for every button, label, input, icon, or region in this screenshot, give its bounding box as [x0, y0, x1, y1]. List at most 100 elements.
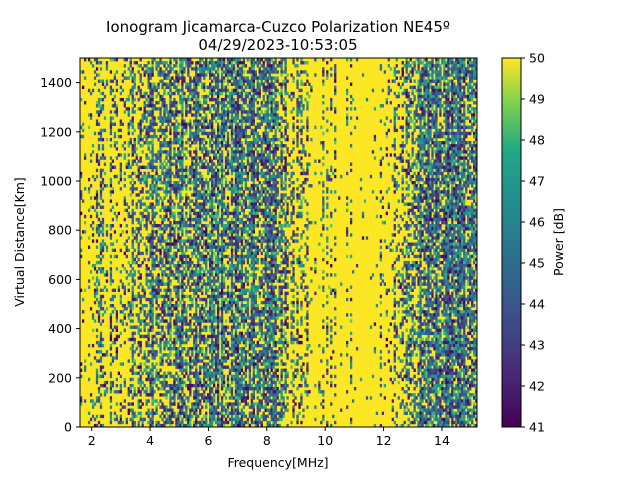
heatmap-cell — [117, 371, 121, 376]
heatmap-cell — [175, 377, 178, 382]
heatmap-cell — [197, 205, 200, 209]
heatmap-cell — [131, 396, 134, 400]
heatmap-cell — [211, 362, 214, 366]
heatmap-cell — [161, 131, 164, 136]
heatmap-cell — [141, 116, 144, 120]
heatmap-cell — [125, 202, 128, 206]
heatmap-cell — [143, 107, 146, 111]
heatmap-cell — [149, 67, 152, 71]
heatmap-cell — [242, 88, 246, 93]
heatmap-cell — [137, 270, 140, 274]
heatmap-cell — [220, 125, 224, 130]
heatmap-cell — [187, 104, 190, 108]
heatmap-cell — [211, 396, 214, 400]
heatmap-cell — [151, 285, 154, 289]
heatmap-cell — [224, 94, 228, 99]
heatmap-cell — [137, 423, 140, 428]
heatmap-cell — [228, 125, 232, 130]
heatmap-cell — [214, 82, 218, 86]
heatmap-cell — [147, 165, 150, 170]
heatmap-cell — [121, 310, 124, 314]
heatmap-cell — [141, 334, 144, 339]
heatmap-cell — [216, 399, 220, 403]
heatmap-cell — [97, 79, 101, 83]
heatmap-cell — [149, 91, 152, 96]
heatmap-cell — [163, 319, 166, 323]
heatmap-cell — [179, 328, 182, 332]
heatmap-cell — [209, 402, 212, 406]
heatmap-cell — [236, 131, 240, 136]
heatmap-cell — [185, 350, 188, 354]
heatmap-cell — [169, 313, 172, 317]
heatmap-cell — [228, 270, 232, 274]
heatmap-cell — [139, 137, 142, 142]
heatmap-cell — [93, 282, 97, 286]
heatmap-cell — [201, 405, 204, 409]
heatmap-cell — [203, 390, 206, 394]
heatmap-cell — [169, 411, 172, 416]
heatmap-cell — [226, 387, 230, 391]
heatmap-cell — [125, 245, 128, 249]
heatmap-cell — [149, 110, 152, 114]
heatmap-cell — [97, 159, 101, 163]
heatmap-cell — [163, 393, 166, 397]
heatmap-cell — [187, 168, 190, 173]
heatmap-cell — [101, 217, 105, 222]
heatmap-cell — [143, 390, 146, 394]
heatmap-cell — [153, 377, 156, 382]
heatmap-cell — [226, 58, 230, 62]
heatmap-cell — [214, 294, 218, 299]
heatmap-cell — [211, 104, 214, 108]
heatmap-cell — [214, 245, 218, 249]
heatmap-cell — [209, 300, 212, 305]
heatmap-cell — [193, 322, 196, 326]
heatmap-cell — [99, 304, 103, 308]
heatmap-cell — [213, 359, 216, 363]
heatmap-cell — [189, 220, 192, 225]
heatmap-cell — [171, 270, 174, 274]
heatmap-cell — [175, 165, 178, 170]
heatmap-cell — [234, 359, 238, 363]
heatmap-cell — [213, 88, 216, 93]
heatmap-cell — [179, 131, 182, 136]
heatmap-cell — [153, 187, 156, 191]
heatmap-cell — [151, 239, 154, 243]
heatmap-cell — [234, 190, 238, 194]
heatmap-cell — [137, 264, 140, 268]
heatmap-cell — [203, 184, 206, 188]
heatmap-cell — [159, 414, 162, 419]
heatmap-cell — [179, 337, 182, 342]
heatmap-cell — [216, 233, 220, 237]
heatmap-cell — [242, 304, 246, 308]
heatmap-cell — [224, 390, 228, 394]
heatmap-cell — [161, 122, 164, 126]
heatmap-cell — [205, 383, 208, 388]
heatmap-cell — [211, 423, 214, 428]
heatmap-cell — [238, 337, 242, 342]
heatmap-cell — [214, 377, 218, 382]
heatmap-cell — [209, 347, 212, 351]
heatmap-cell — [91, 313, 95, 317]
heatmap-cell — [216, 414, 220, 419]
heatmap-cell — [99, 211, 103, 216]
heatmap-cell — [163, 119, 166, 123]
heatmap-cell — [169, 248, 172, 253]
heatmap-cell — [173, 374, 176, 379]
heatmap-cell — [203, 156, 206, 160]
heatmap-cell — [169, 405, 172, 409]
heatmap-cell — [147, 190, 150, 194]
heatmap-cell — [193, 245, 196, 249]
heatmap-cell — [218, 411, 222, 416]
heatmap-cell — [213, 113, 216, 117]
heatmap-cell — [195, 67, 198, 71]
heatmap-cell — [131, 420, 134, 425]
heatmap-cell — [236, 245, 240, 249]
heatmap-cell — [222, 279, 226, 283]
heatmap-cell — [222, 70, 226, 74]
heatmap-cell — [151, 88, 154, 93]
heatmap-cell — [173, 134, 176, 139]
heatmap-cell — [125, 276, 128, 280]
heatmap-cell — [115, 156, 119, 160]
heatmap-cell — [167, 276, 170, 280]
heatmap-cell — [224, 411, 228, 416]
